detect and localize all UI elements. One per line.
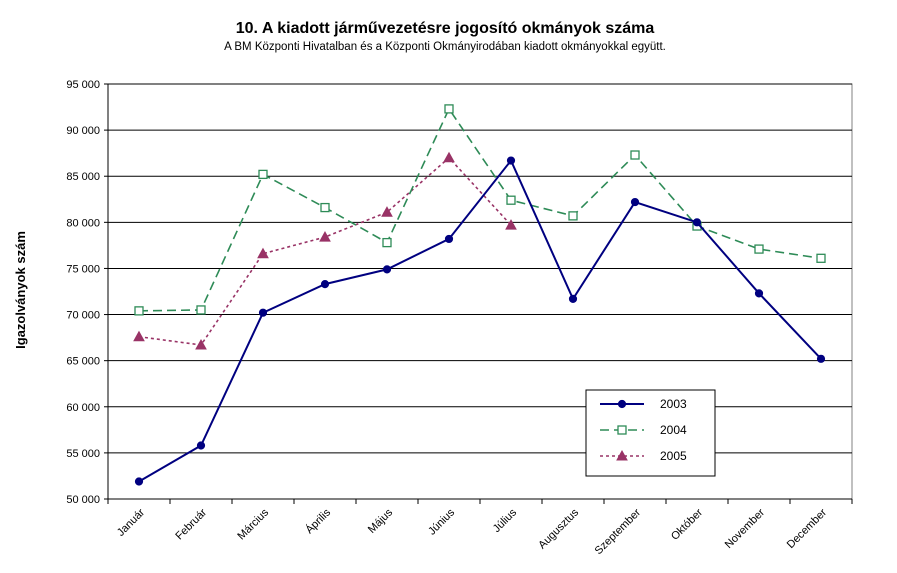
chart-title: 10. A kiadott járművezetésre jogosító ok… <box>236 20 655 37</box>
data-point <box>133 330 145 342</box>
axes <box>104 83 853 504</box>
x-tick-label: Április <box>303 506 334 537</box>
x-tick-label: Május <box>366 506 396 536</box>
x-tick-label: Július <box>491 506 520 535</box>
data-point <box>258 169 268 180</box>
data-point <box>319 231 331 242</box>
y-tick-label: 50 000 <box>66 494 100 506</box>
data-point <box>568 211 578 221</box>
x-tick-label: November <box>723 506 768 551</box>
legend-label: 2004 <box>660 423 687 437</box>
legend-label: 2005 <box>660 449 687 463</box>
data-point <box>381 206 393 217</box>
x-tick-label: Október <box>669 506 705 542</box>
legend: 2003 2004 2005 <box>585 389 716 477</box>
data-point <box>382 265 392 274</box>
legend-box <box>585 389 716 477</box>
gridlines <box>107 83 853 500</box>
y-tick-label: 65 000 <box>66 356 100 368</box>
data-point <box>257 247 269 259</box>
series-2005 <box>133 151 517 350</box>
data-point <box>195 338 207 350</box>
y-tick-label: 55 000 <box>66 448 100 460</box>
y-tick-label: 80 000 <box>66 217 100 229</box>
data-point <box>692 218 702 227</box>
plot-area <box>107 83 853 500</box>
data-point <box>506 156 516 165</box>
y-tick-labels: 50 000 55 000 60 000 65 000 70 000 75 000 80 0… <box>66 79 100 506</box>
legend-marker <box>617 399 627 409</box>
series-line <box>138 107 822 312</box>
legend-item-2004: 2004 <box>600 423 687 437</box>
data-point <box>505 219 517 230</box>
data-point <box>568 294 578 303</box>
series-layer <box>133 104 826 486</box>
series-line <box>138 158 822 483</box>
x-tick-label: Március <box>235 506 271 542</box>
legend-item-2005: 2005 <box>600 449 687 463</box>
x-tick-label: December <box>785 506 830 551</box>
legend-item-2003: 2003 <box>600 397 687 411</box>
data-point <box>444 234 454 244</box>
y-axis-label: Igazolványok szám <box>13 231 28 349</box>
data-point <box>630 197 640 207</box>
legend-label: 2003 <box>660 397 687 411</box>
legend-marker <box>617 425 627 435</box>
y-tick-label: 95 000 <box>66 79 100 91</box>
chart-subtitle: A BM Központi Hivatalban és a Központi O… <box>224 41 666 53</box>
legend-marker <box>616 449 628 461</box>
data-point <box>196 441 206 450</box>
data-point <box>320 280 330 289</box>
data-point <box>196 305 206 315</box>
y-tick-label: 85 000 <box>66 171 100 183</box>
data-point <box>754 289 764 298</box>
x-tick-label: Június <box>426 506 457 537</box>
x-tick-label: Február <box>173 506 209 542</box>
data-point <box>506 195 516 205</box>
data-point <box>320 202 330 213</box>
data-point <box>754 244 764 254</box>
x-tick-label: Augusztus <box>536 506 581 551</box>
y-tick-label: 90 000 <box>66 125 100 137</box>
series-2003 <box>134 156 826 486</box>
data-point <box>258 308 268 317</box>
data-point <box>134 477 144 486</box>
data-point <box>134 306 144 316</box>
y-tick-label: 70 000 <box>66 310 100 322</box>
y-tick-label: 60 000 <box>66 402 100 414</box>
data-point <box>816 354 826 363</box>
x-tick-labels: Január Február Március Április Május Június Jú… <box>115 506 830 557</box>
data-point <box>382 237 392 248</box>
data-point <box>816 253 826 263</box>
data-point <box>444 104 454 114</box>
y-tick-label: 75 000 <box>66 263 100 275</box>
x-tick-label: Január <box>115 506 148 539</box>
x-tick-label: Szeptember <box>593 506 644 557</box>
data-point <box>630 150 640 160</box>
data-point <box>443 151 455 163</box>
